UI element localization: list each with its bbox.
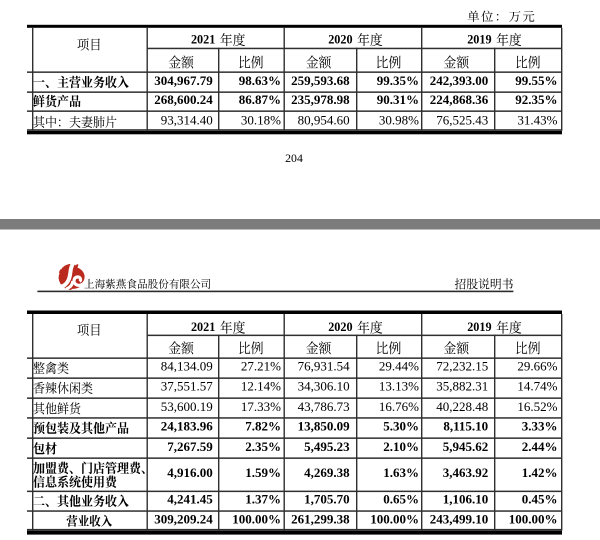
svg-text:7.82%: 7.82%	[245, 419, 281, 434]
svg-text:84,134.09: 84,134.09	[161, 359, 213, 374]
svg-text:204: 204	[285, 151, 303, 165]
svg-text:80,954.60: 80,954.60	[298, 113, 350, 128]
svg-text:31.43%: 31.43%	[517, 113, 557, 128]
svg-text:1.59%: 1.59%	[245, 465, 281, 480]
svg-text:2.44%: 2.44%	[522, 439, 558, 454]
svg-text:86.87%: 86.87%	[239, 92, 281, 107]
svg-text:92.35%: 92.35%	[515, 92, 557, 107]
svg-text:30.98%: 30.98%	[379, 113, 419, 128]
svg-text:90.31%: 90.31%	[377, 92, 419, 107]
svg-text:35,882.31: 35,882.31	[436, 379, 488, 394]
svg-text:3,463.92: 3,463.92	[443, 465, 489, 480]
svg-text:76,931.54: 76,931.54	[298, 359, 351, 374]
svg-text:2019: 2019	[467, 33, 491, 47]
svg-text:2.35%: 2.35%	[245, 439, 281, 454]
svg-text:7,267.59: 7,267.59	[167, 439, 213, 454]
svg-text:2.10%: 2.10%	[383, 439, 419, 454]
svg-text:29.66%: 29.66%	[517, 359, 557, 374]
svg-text:224,868.36: 224,868.36	[430, 92, 489, 107]
svg-text:2019: 2019	[467, 320, 491, 334]
svg-text:99.55%: 99.55%	[515, 73, 557, 88]
svg-text:1,705.70: 1,705.70	[304, 492, 350, 507]
svg-text:27.21%: 27.21%	[241, 359, 281, 374]
svg-text:1.37%: 1.37%	[245, 492, 281, 507]
svg-text:93,314.40: 93,314.40	[161, 113, 213, 128]
svg-text:1,106.10: 1,106.10	[443, 492, 489, 507]
svg-text:43,786.73: 43,786.73	[298, 399, 350, 414]
svg-text:259,593.68: 259,593.68	[291, 73, 350, 88]
svg-text:5,945.62: 5,945.62	[443, 439, 489, 454]
svg-text:261,299.38: 261,299.38	[291, 512, 350, 527]
svg-text:40,228.48: 40,228.48	[436, 399, 488, 414]
svg-text:1.63%: 1.63%	[383, 465, 419, 480]
svg-text:72,232.15: 72,232.15	[436, 359, 488, 374]
svg-text:5,495.23: 5,495.23	[304, 439, 350, 454]
svg-text:16.76%: 16.76%	[379, 399, 419, 414]
svg-text:100.00%: 100.00%	[370, 512, 419, 527]
svg-text:100.00%: 100.00%	[509, 512, 558, 527]
svg-text:29.44%: 29.44%	[379, 359, 419, 374]
svg-text:268,600.24: 268,600.24	[154, 92, 213, 107]
svg-text:14.74%: 14.74%	[517, 379, 557, 394]
svg-text:16.52%: 16.52%	[517, 399, 557, 414]
svg-text:2020: 2020	[328, 320, 352, 334]
svg-text:2021: 2021	[191, 33, 215, 47]
svg-text:12.14%: 12.14%	[241, 379, 281, 394]
svg-text:235,978.98: 235,978.98	[291, 92, 350, 107]
svg-text:98.63%: 98.63%	[239, 73, 281, 88]
svg-text:100.00%: 100.00%	[232, 512, 281, 527]
svg-text:30.18%: 30.18%	[241, 113, 281, 128]
svg-text:34,306.10: 34,306.10	[298, 379, 350, 394]
svg-text:99.35%: 99.35%	[377, 73, 419, 88]
svg-text:17.33%: 17.33%	[241, 399, 281, 414]
svg-text:3.33%: 3.33%	[522, 419, 558, 434]
svg-text:4,241.45: 4,241.45	[167, 492, 213, 507]
svg-text:2021: 2021	[191, 320, 215, 334]
svg-text:243,499.10: 243,499.10	[430, 512, 489, 527]
svg-text:13,850.09: 13,850.09	[298, 419, 351, 434]
svg-text:76,525.43: 76,525.43	[436, 113, 488, 128]
svg-text:37,551.57: 37,551.57	[161, 379, 214, 394]
svg-text:242,393.00: 242,393.00	[430, 73, 489, 88]
svg-text:24,183.96: 24,183.96	[161, 419, 214, 434]
svg-text:309,209.24: 309,209.24	[154, 512, 213, 527]
svg-text:5.30%: 5.30%	[383, 419, 419, 434]
svg-text:2020: 2020	[328, 33, 352, 47]
svg-text:1.42%: 1.42%	[522, 465, 558, 480]
svg-text:8,115.10: 8,115.10	[443, 419, 488, 434]
svg-text:0.45%: 0.45%	[522, 492, 558, 507]
svg-text:53,600.19: 53,600.19	[161, 399, 213, 414]
svg-text:0.65%: 0.65%	[383, 492, 419, 507]
svg-text:4,269.38: 4,269.38	[304, 465, 350, 480]
svg-text:13.13%: 13.13%	[379, 379, 419, 394]
svg-text:304,967.79: 304,967.79	[154, 73, 213, 88]
svg-text:4,916.00: 4,916.00	[167, 465, 213, 480]
